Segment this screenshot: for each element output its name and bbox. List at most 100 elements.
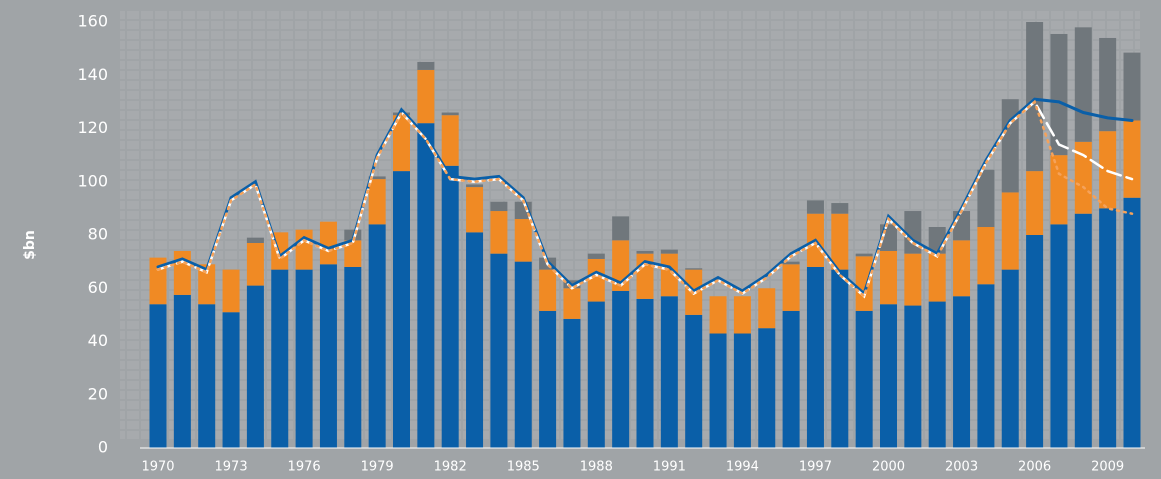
bar-segment (1001, 99, 1019, 193)
bar-segment (977, 227, 995, 285)
bar-segment (1123, 197, 1141, 448)
bar-segment (368, 179, 386, 225)
bar-segment (806, 266, 824, 448)
bar-segment (1123, 120, 1141, 198)
bar-segment (441, 112, 459, 116)
bar-segment (368, 224, 386, 448)
bar-segment (246, 242, 264, 286)
bar-segment (295, 269, 313, 448)
bar-segment (953, 296, 971, 448)
bar-segment (514, 219, 532, 262)
bar-segment (587, 258, 605, 302)
x-tick-label: 2003 (945, 460, 978, 475)
bar-segment (222, 312, 240, 448)
bar-segment (344, 240, 362, 267)
bar-segment (953, 211, 971, 241)
y-tick-label: 20 (88, 384, 108, 403)
bar-segment (928, 253, 946, 302)
bar-segment (1050, 33, 1068, 156)
bar-segment (977, 169, 995, 228)
bar-segment (977, 284, 995, 448)
bar-segment (587, 301, 605, 448)
y-tick-label: 100 (77, 171, 108, 190)
x-tick-label: 1976 (288, 460, 321, 475)
bar-segment (782, 261, 800, 265)
bar-segment (782, 310, 800, 448)
bar-segment (539, 310, 557, 448)
bar-segment (198, 304, 216, 448)
y-tick-label: 60 (88, 278, 108, 297)
bar-segment (709, 333, 727, 448)
bar-segment (733, 333, 751, 448)
bar-segment (806, 200, 824, 214)
bar-segment (612, 216, 630, 241)
bar-segment (1050, 224, 1068, 448)
y-tick-label: 140 (77, 65, 108, 84)
bar-segment (660, 296, 678, 448)
bar-segment (660, 253, 678, 297)
bar-segment (173, 294, 191, 448)
bar-segment (490, 253, 508, 448)
bar-segment (539, 269, 557, 311)
bar-segment (709, 296, 727, 334)
bar-segment (368, 176, 386, 180)
bar-segment (490, 211, 508, 254)
bar-segment (636, 250, 654, 254)
x-tick-label: 2000 (872, 460, 905, 475)
bar-segment (880, 250, 897, 305)
x-tick-label: 1982 (434, 460, 467, 475)
bar-segment (1026, 171, 1044, 235)
bar-segment (831, 213, 849, 270)
x-tick-label: 1979 (361, 460, 394, 475)
bar-segment (441, 115, 459, 166)
bar-segment (733, 296, 751, 334)
bar-segment (222, 269, 240, 313)
bar-segment (319, 264, 337, 448)
bar-segment (149, 304, 167, 448)
bar-segment (246, 285, 264, 448)
bar-segment (855, 256, 873, 311)
bar-segment (563, 318, 581, 448)
bar-segment (831, 269, 849, 448)
bar-segment (880, 304, 897, 448)
x-tick-label: 1997 (799, 460, 832, 475)
y-tick-label: 40 (88, 331, 108, 350)
bar-segment (271, 269, 289, 448)
bar-segment (953, 240, 971, 297)
x-tick-label: 1988 (580, 460, 613, 475)
bar-segment (685, 314, 703, 448)
bar-segment (466, 184, 484, 188)
bar-segment (344, 266, 362, 448)
bar-segment (393, 171, 410, 448)
x-tick-label: 1994 (726, 460, 759, 475)
bar-segment (1001, 269, 1019, 448)
bar-segment (685, 268, 703, 270)
bar-segment (1026, 235, 1044, 448)
x-tick-label: 2009 (1091, 460, 1124, 475)
bar-segment (514, 261, 532, 448)
bar-segment (417, 69, 435, 124)
bar-segment (758, 288, 776, 329)
y-tick-label: 0 (98, 438, 108, 457)
bar-segment (441, 165, 459, 448)
bar-segment (417, 61, 435, 70)
bar-segment (490, 201, 508, 212)
bar-segment (393, 115, 410, 172)
bar-segment (855, 310, 873, 448)
bar-segment (1074, 27, 1092, 142)
bar-segment (417, 123, 435, 449)
bar-segment (904, 305, 922, 448)
y-tick-label: 120 (77, 118, 108, 137)
bar-segment (466, 232, 484, 448)
bar-segment (758, 328, 776, 448)
bar-segment (1123, 52, 1141, 121)
bar-segment (295, 229, 313, 270)
bar-segment (1001, 192, 1019, 270)
bar-segment (198, 264, 216, 305)
bar-segment (466, 187, 484, 233)
bar-segment (855, 253, 873, 257)
bar-segment (1074, 141, 1092, 214)
bar-segment (563, 288, 581, 319)
